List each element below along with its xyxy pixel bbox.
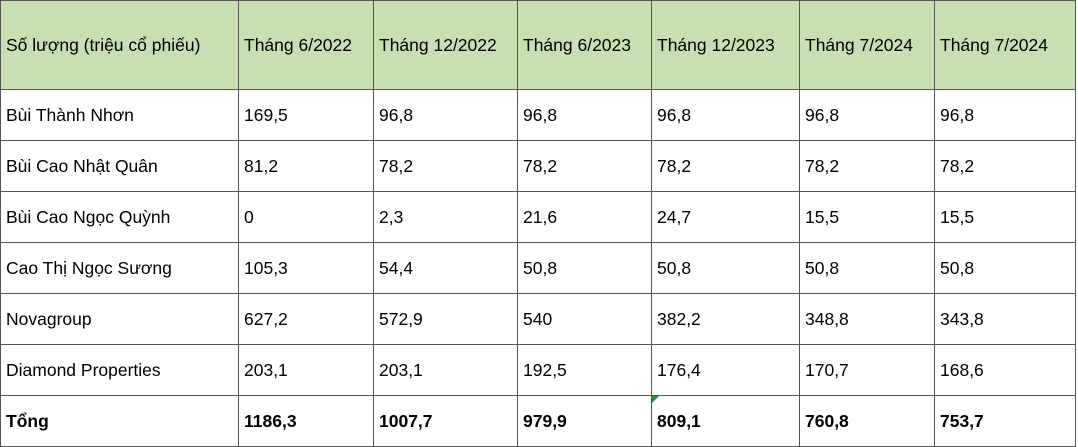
data-row: Bùi Thành Nhơn 169,5 96,8 96,8 96,8 96,8 96,8	[0, 89, 1076, 141]
cell: 105,3	[238, 242, 374, 294]
cell: 21,6	[517, 191, 652, 243]
cell: 1186,3	[238, 395, 374, 447]
header-cell: Số lượng (triệu cổ phiếu)	[0, 0, 239, 90]
cell: 203,1	[373, 344, 518, 396]
row-label: Tổng	[0, 395, 239, 447]
cell: 2,3	[373, 191, 518, 243]
cell: 78,2	[373, 140, 518, 192]
header-row: Số lượng (triệu cổ phiếu) Tháng 6/2022 Thá…	[0, 0, 1076, 90]
cell: 96,8	[934, 89, 1076, 141]
cell: 50,8	[517, 242, 652, 294]
header-cell: Tháng 7/2024	[799, 0, 935, 90]
cell: 24,7	[651, 191, 800, 243]
cell: 540	[517, 293, 652, 345]
cell: 96,8	[373, 89, 518, 141]
row-label: Bùi Cao Ngọc Quỳnh	[0, 191, 239, 243]
cell: 169,5	[238, 89, 374, 141]
comment-marker	[652, 396, 659, 403]
cell: 96,8	[517, 89, 652, 141]
cell: 78,2	[651, 140, 800, 192]
row-label: Cao Thị Ngọc Sương	[0, 242, 239, 294]
cell: 572,9	[373, 293, 518, 345]
cell: 192,5	[517, 344, 652, 396]
cell: 627,2	[238, 293, 374, 345]
cell: 81,2	[238, 140, 374, 192]
total-row: Tổng 1186,3 1007,7 979,9 809,1 760,8 753,7	[0, 395, 1076, 447]
cell: 203,1	[238, 344, 374, 396]
cell: 50,8	[799, 242, 935, 294]
header-cell: Tháng 12/2023	[651, 0, 800, 90]
cell: 382,2	[651, 293, 800, 345]
data-row: Cao Thị Ngọc Sương 105,3 54,4 50,8 50,8 50,8 5…	[0, 242, 1076, 294]
cell: 54,4	[373, 242, 518, 294]
header-cell: Tháng 7/2024	[934, 0, 1076, 90]
cell: 78,2	[799, 140, 935, 192]
cell: 176,4	[651, 344, 800, 396]
cell: 168,6	[934, 344, 1076, 396]
cell: 50,8	[934, 242, 1076, 294]
cell: 15,5	[934, 191, 1076, 243]
data-row: Bùi Cao Nhật Quân 81,2 78,2 78,2 78,2 78,2 78,…	[0, 140, 1076, 192]
cell: 1007,7	[373, 395, 518, 447]
cell: 809,1	[651, 395, 800, 447]
header-cell: Tháng 12/2022	[373, 0, 518, 90]
cell: 753,7	[934, 395, 1076, 447]
cell: 348,8	[799, 293, 935, 345]
cell: 96,8	[651, 89, 800, 141]
row-label: Bùi Thành Nhơn	[0, 89, 239, 141]
cell: 78,2	[517, 140, 652, 192]
cell: 170,7	[799, 344, 935, 396]
cell: 15,5	[799, 191, 935, 243]
row-label: Bùi Cao Nhật Quân	[0, 140, 239, 192]
data-row: Diamond Properties 203,1 203,1 192,5 176,4 17…	[0, 344, 1076, 396]
cell: 979,9	[517, 395, 652, 447]
row-label: Diamond Properties	[0, 344, 239, 396]
cell: 50,8	[651, 242, 800, 294]
cell: 760,8	[799, 395, 935, 447]
cell: 78,2	[934, 140, 1076, 192]
data-row: Novagroup 627,2 572,9 540 382,2 348,8 343,8	[0, 293, 1076, 345]
data-row: Bùi Cao Ngọc Quỳnh 0 2,3 21,6 24,7 15,5 15,5	[0, 191, 1076, 243]
cell: 0	[238, 191, 374, 243]
header-cell: Tháng 6/2023	[517, 0, 652, 90]
row-label: Novagroup	[0, 293, 239, 345]
header-cell: Tháng 6/2022	[238, 0, 374, 90]
cell: 343,8	[934, 293, 1076, 345]
cell: 96,8	[799, 89, 935, 141]
